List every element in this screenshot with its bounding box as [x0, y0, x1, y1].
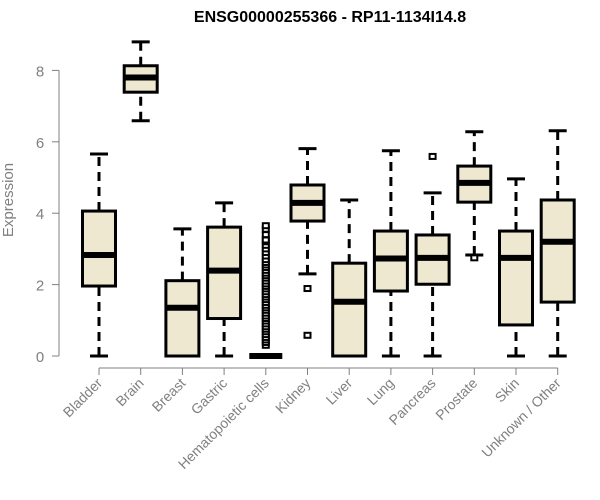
y-tick-label: 8 — [36, 63, 44, 80]
x-tick-label: Prostate — [432, 375, 480, 423]
box-iqr — [164, 279, 201, 358]
box-pancreas — [414, 152, 451, 358]
y-axis-label: Expression — [0, 163, 17, 237]
box-iqr — [498, 229, 534, 327]
box-liver — [331, 198, 368, 358]
x-tick-label: Lung — [364, 375, 397, 408]
outlier-point — [428, 152, 437, 160]
box-iqr — [81, 209, 117, 288]
y-tick-label: 0 — [36, 349, 44, 366]
x-tick-label: Brain — [112, 375, 146, 409]
box-skin — [498, 177, 534, 358]
outlier-point — [261, 231, 270, 239]
box-prostate — [456, 130, 493, 262]
box-kidney — [289, 147, 326, 339]
y-tick-label: 6 — [36, 135, 44, 152]
outlier-point — [261, 222, 270, 230]
x-tick-label: Liver — [323, 375, 356, 408]
box-iqr — [331, 261, 368, 358]
x-tick-label: Bladder — [60, 375, 106, 421]
outlier-point — [303, 285, 312, 293]
y-tick-label: 4 — [36, 206, 44, 223]
box-breast — [164, 227, 201, 358]
box-bladder — [81, 152, 117, 358]
y-tick-label: 2 — [36, 278, 44, 295]
box-brain — [122, 40, 159, 123]
outlier-point — [303, 331, 312, 339]
x-tick-label: Kidney — [272, 375, 314, 417]
x-tick-label: Skin — [492, 375, 523, 406]
outlier-point — [261, 236, 270, 244]
box-lung — [372, 149, 409, 358]
box-gastric — [206, 201, 243, 358]
box-hematopoietic-cells — [249, 222, 283, 359]
box-unknown-other — [539, 129, 576, 358]
chart-title: ENSG00000255366 - RP11-1134I14.8 — [194, 9, 466, 26]
x-tick-label: Unknown / Other — [478, 375, 564, 461]
x-tick-label: Breast — [149, 375, 189, 415]
outlier-point — [470, 254, 479, 262]
box-iqr — [539, 198, 576, 304]
